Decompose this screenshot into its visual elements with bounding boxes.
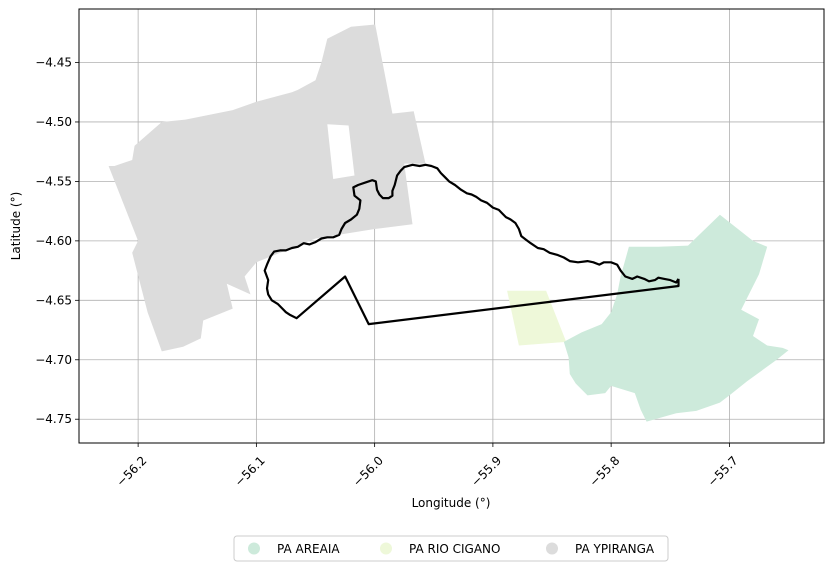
regions-layer: [108, 24, 789, 422]
x-tick-label: −55.8: [587, 453, 623, 489]
legend-marker: [248, 542, 260, 555]
y-tick-label: −4.45: [35, 56, 72, 70]
region-pa-areaia: [563, 214, 789, 422]
legend-marker: [380, 542, 392, 555]
boundary-outline: [263, 163, 680, 326]
y-tick-label: −4.50: [35, 115, 72, 129]
x-tick-label: −56.1: [232, 453, 268, 489]
region-pa-rio-cigano: [507, 290, 567, 346]
y-tick-label: −4.75: [35, 412, 72, 426]
x-axis-label: Longitude (°): [412, 496, 491, 510]
x-axis-ticks: −56.2 −56.1 −56.0 −55.9 −55.8 −55.7: [114, 443, 741, 489]
legend: PA AREAIA PA RIO CIGANO PA YPIRANGA: [233, 535, 669, 562]
legend-label: PA AREAIA: [277, 542, 340, 556]
legend-box: [233, 535, 669, 562]
y-tick-label: −4.55: [35, 174, 72, 188]
legend-marker: [546, 542, 558, 555]
outline-layer: [263, 163, 680, 326]
x-tick-label: −55.9: [468, 453, 504, 489]
y-tick-label: −4.60: [35, 234, 72, 248]
x-tick-label: −56.0: [350, 453, 386, 489]
plot-frame: [78, 8, 825, 444]
legend-label: PA RIO CIGANO: [409, 542, 500, 556]
region-pa-ypiranga: [108, 24, 426, 352]
y-tick-label: −4.65: [35, 293, 72, 307]
x-tick-label: −56.2: [114, 453, 150, 489]
legend-label: PA YPIRANGA: [575, 542, 655, 556]
x-tick-label: −55.7: [705, 453, 741, 489]
y-axis-label: Latitude (°): [9, 192, 23, 261]
y-tick-label: −4.70: [35, 353, 72, 367]
y-axis-ticks: −4.45 −4.50 −4.55 −4.60 −4.65 −4.70 −4.75: [35, 56, 79, 426]
